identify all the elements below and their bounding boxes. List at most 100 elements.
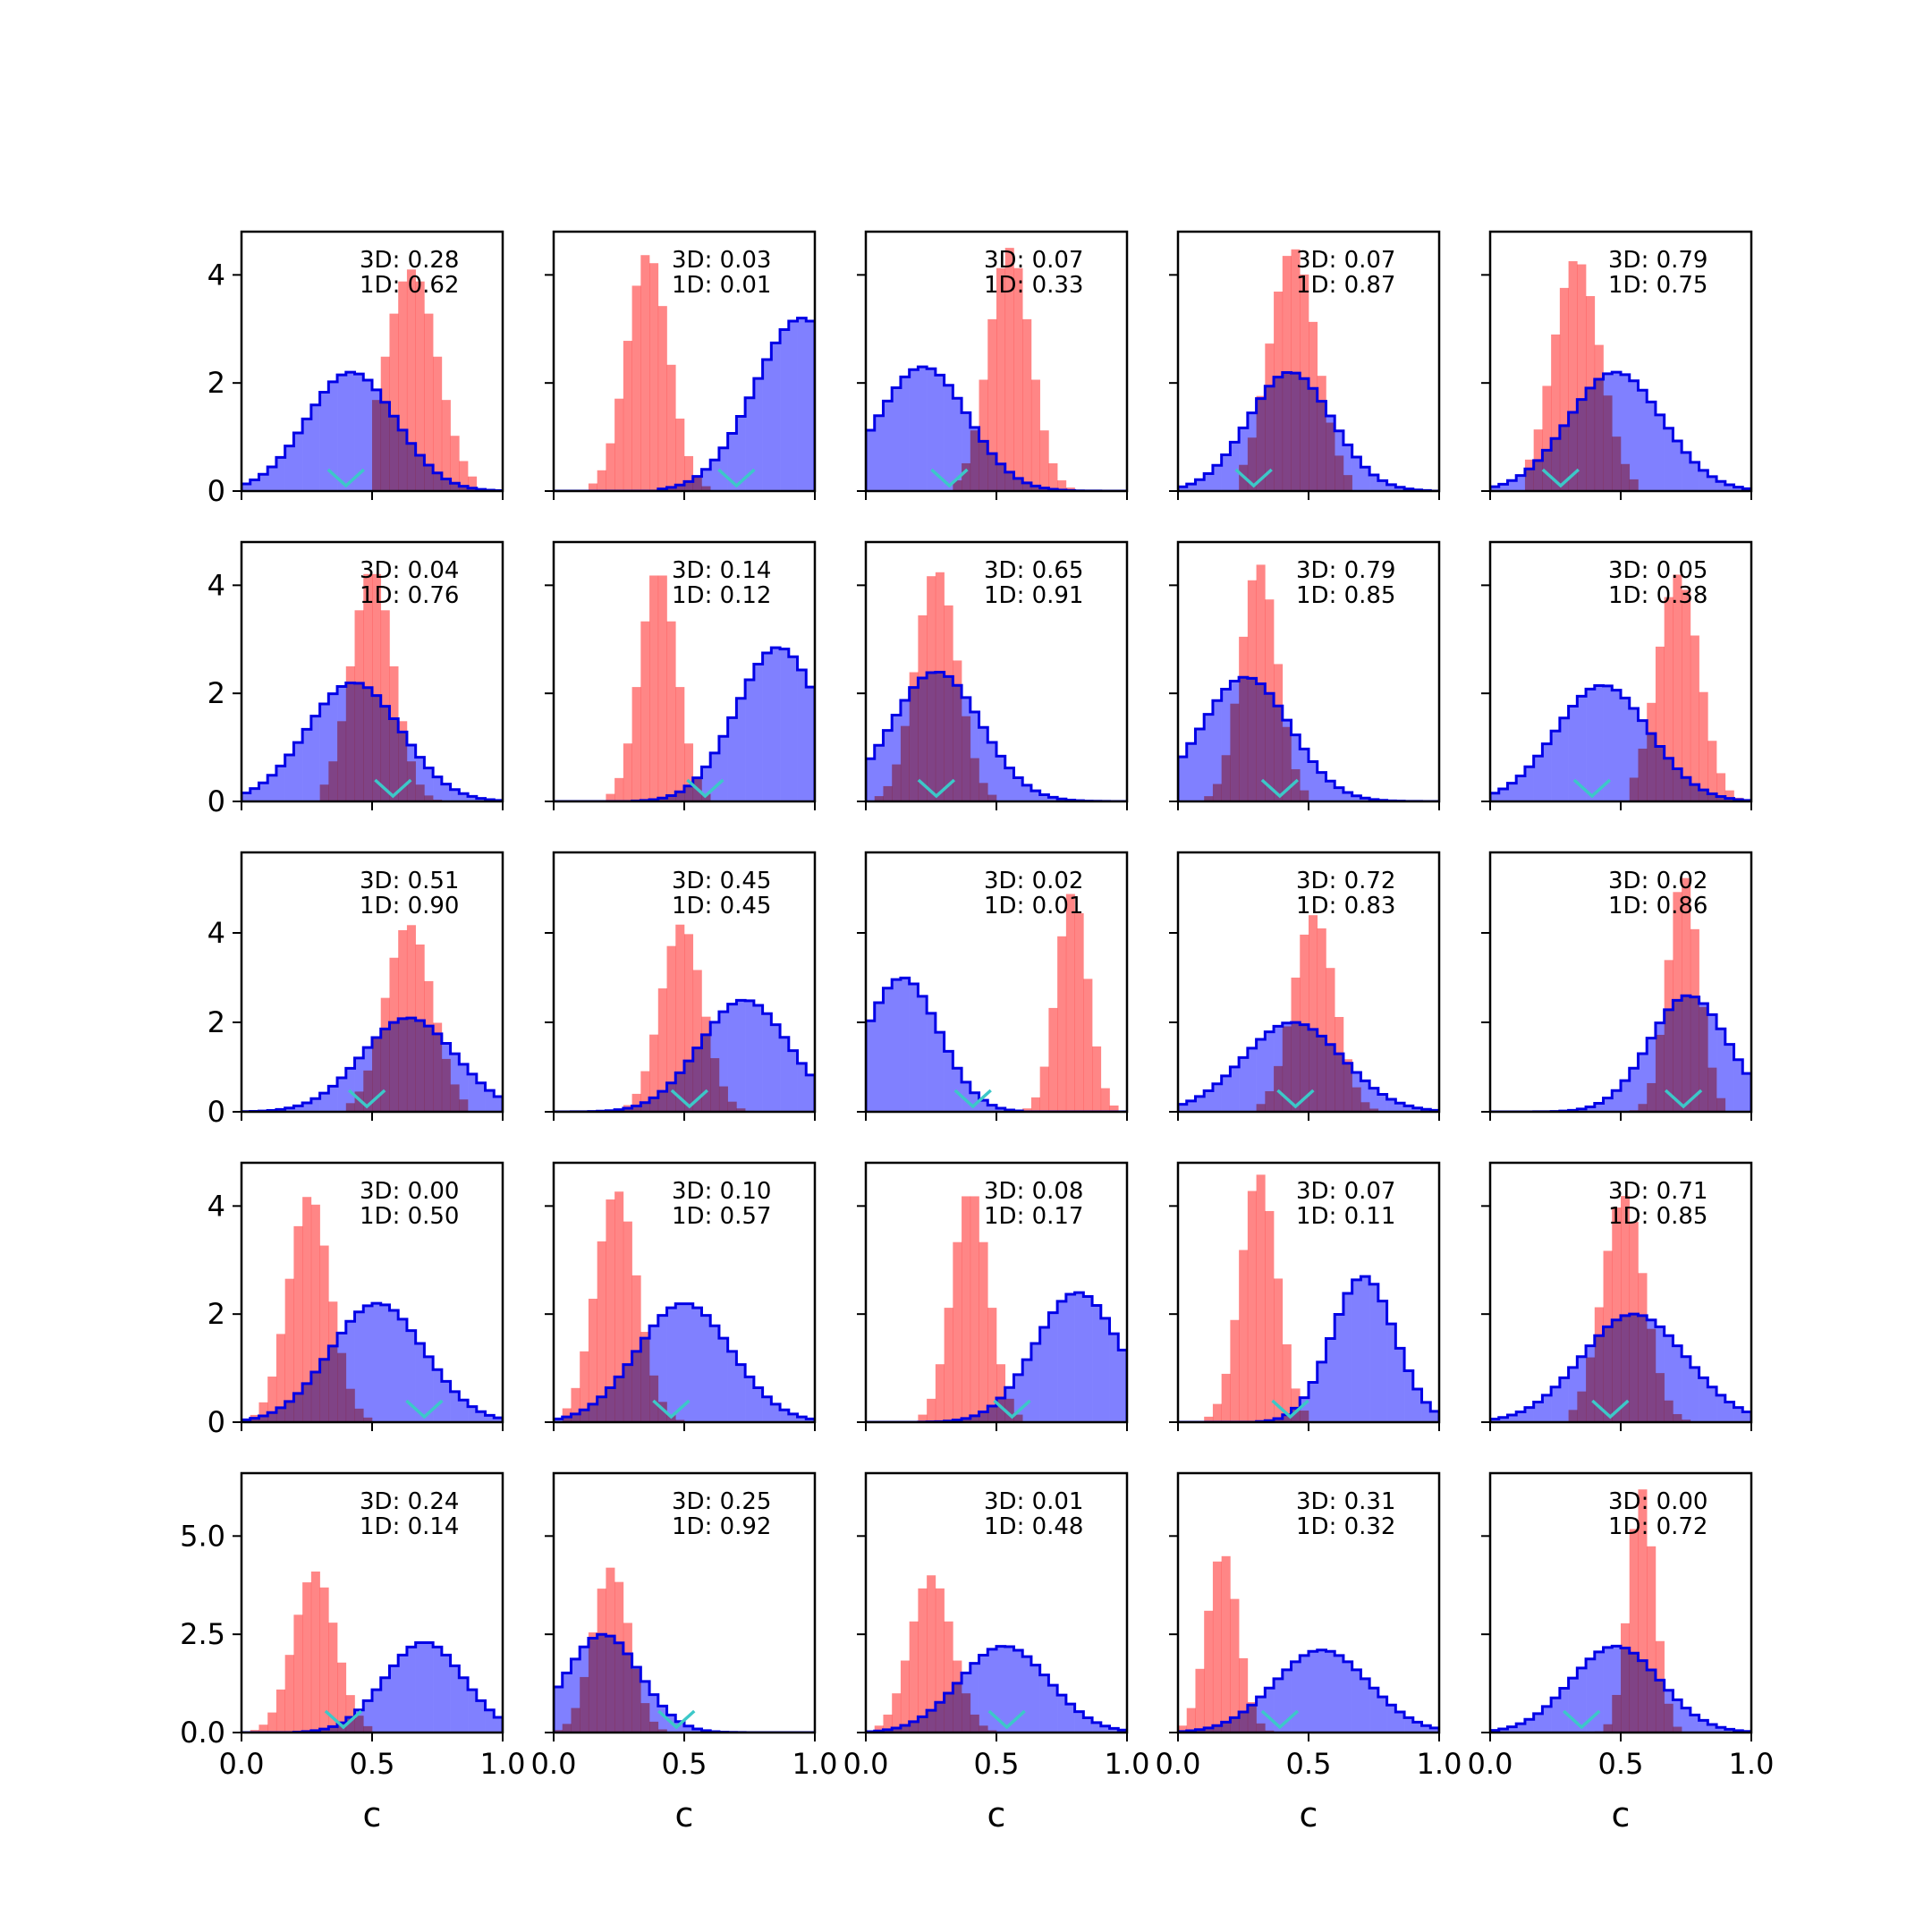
blue-bar	[1568, 1678, 1578, 1733]
blue-bar	[1377, 1301, 1387, 1422]
red-bar	[424, 313, 434, 491]
red-bar	[588, 1299, 597, 1422]
blue-bar	[1309, 1382, 1318, 1422]
blue-bar	[1083, 1296, 1093, 1422]
red-bar	[1335, 455, 1344, 491]
blue-bar	[1360, 1080, 1370, 1112]
blue-bar	[1204, 1090, 1214, 1112]
marker-chevron	[1276, 1089, 1315, 1109]
red-bar	[1291, 769, 1301, 801]
red-bar	[640, 1332, 650, 1422]
blue-bar	[1335, 1655, 1344, 1733]
red-bar	[1647, 1546, 1657, 1733]
red-bar	[1655, 1034, 1665, 1112]
blue-bar	[962, 412, 971, 491]
red-bar	[562, 1724, 572, 1733]
blue-bar	[468, 796, 478, 801]
red-bar	[1230, 1598, 1240, 1733]
red-bar	[275, 1689, 285, 1733]
blue-bar	[657, 1706, 667, 1733]
blue-bar	[554, 1686, 564, 1733]
red-bar	[1039, 1066, 1049, 1112]
blue-bar	[1742, 1073, 1751, 1112]
blue-bar	[485, 1709, 495, 1733]
blue-bar	[1195, 1096, 1205, 1112]
marker-chevron	[670, 1089, 709, 1109]
blue-bar	[459, 1063, 469, 1112]
blue-bar	[1343, 1661, 1352, 1733]
red-bar	[1274, 292, 1284, 491]
blue-bar	[1594, 1103, 1604, 1112]
red-bar	[1551, 334, 1561, 491]
label-1d: 1D: 0.62	[360, 272, 459, 299]
red-bar	[1707, 741, 1717, 801]
label-1d: 1D: 0.33	[984, 272, 1083, 299]
red-bar	[1594, 1307, 1604, 1422]
blue-bar	[1212, 700, 1222, 801]
y-tick-label: 4	[208, 568, 225, 602]
red-bar	[684, 743, 694, 801]
blue-bar	[1733, 1059, 1743, 1112]
red-bar	[1612, 1694, 1622, 1733]
marker-chevron	[717, 468, 756, 488]
red-bar	[918, 614, 928, 801]
blue-bar	[727, 433, 737, 491]
blue-bar	[953, 398, 962, 491]
red-bar	[1039, 430, 1049, 491]
red-bar	[675, 418, 685, 491]
blue-bar	[1369, 1088, 1379, 1112]
red-bar	[337, 1352, 347, 1422]
marker-chevron	[917, 778, 956, 799]
blue-bar	[684, 1303, 694, 1422]
blue-bar	[441, 1381, 451, 1422]
blue-bar	[406, 1330, 416, 1422]
blue-bar	[1230, 442, 1240, 491]
red-bar	[918, 1588, 928, 1733]
blue-bar	[1360, 1678, 1370, 1733]
blue-bar	[1221, 454, 1231, 491]
blue-bar	[762, 1396, 772, 1422]
blue-bar	[1239, 1057, 1249, 1112]
blue-bar	[302, 729, 312, 801]
blue-bar	[979, 727, 988, 801]
blue-bar	[1699, 1377, 1708, 1422]
red-bar	[736, 1108, 746, 1112]
blue-bar	[710, 752, 720, 801]
red-bar	[1265, 1090, 1275, 1112]
red-bar	[354, 610, 364, 801]
blue-bar	[1326, 1651, 1335, 1733]
red-bar	[1586, 296, 1596, 491]
blue-bar	[1343, 792, 1352, 801]
marker-chevron	[1234, 468, 1273, 488]
panel-plot-area	[242, 1197, 503, 1422]
blue-bar	[1490, 1419, 1500, 1422]
panel-plot-area	[1178, 1555, 1439, 1733]
red-bar	[554, 1730, 564, 1733]
blue-step-outline	[866, 1645, 1127, 1733]
blue-bar	[1404, 1717, 1414, 1733]
blue-bar	[459, 793, 469, 801]
blue-step-outline	[554, 1302, 815, 1422]
red-bar	[1655, 646, 1665, 801]
blue-bar	[1100, 1725, 1110, 1733]
red-bar	[962, 716, 971, 801]
label-1d: 1D: 0.01	[672, 272, 771, 299]
label-1d: 1D: 0.72	[1608, 1513, 1707, 1540]
red-bar	[987, 794, 997, 801]
red-bar	[970, 758, 979, 801]
y-tick-label: 4	[208, 258, 225, 292]
blue-bar	[1195, 479, 1205, 491]
x-axis-label: c	[987, 1795, 1006, 1835]
blue-bar	[1533, 756, 1543, 801]
y-tick-label: 2.5	[180, 1617, 225, 1651]
blue-bar	[258, 474, 268, 491]
red-bar	[970, 1714, 979, 1733]
blue-bar	[1317, 772, 1326, 801]
blue-bar	[1533, 1713, 1543, 1733]
x-tick-label: 1.0	[480, 1747, 526, 1781]
blue-bar	[1516, 1411, 1526, 1422]
label-3d: 3D: 0.01	[984, 1488, 1083, 1515]
